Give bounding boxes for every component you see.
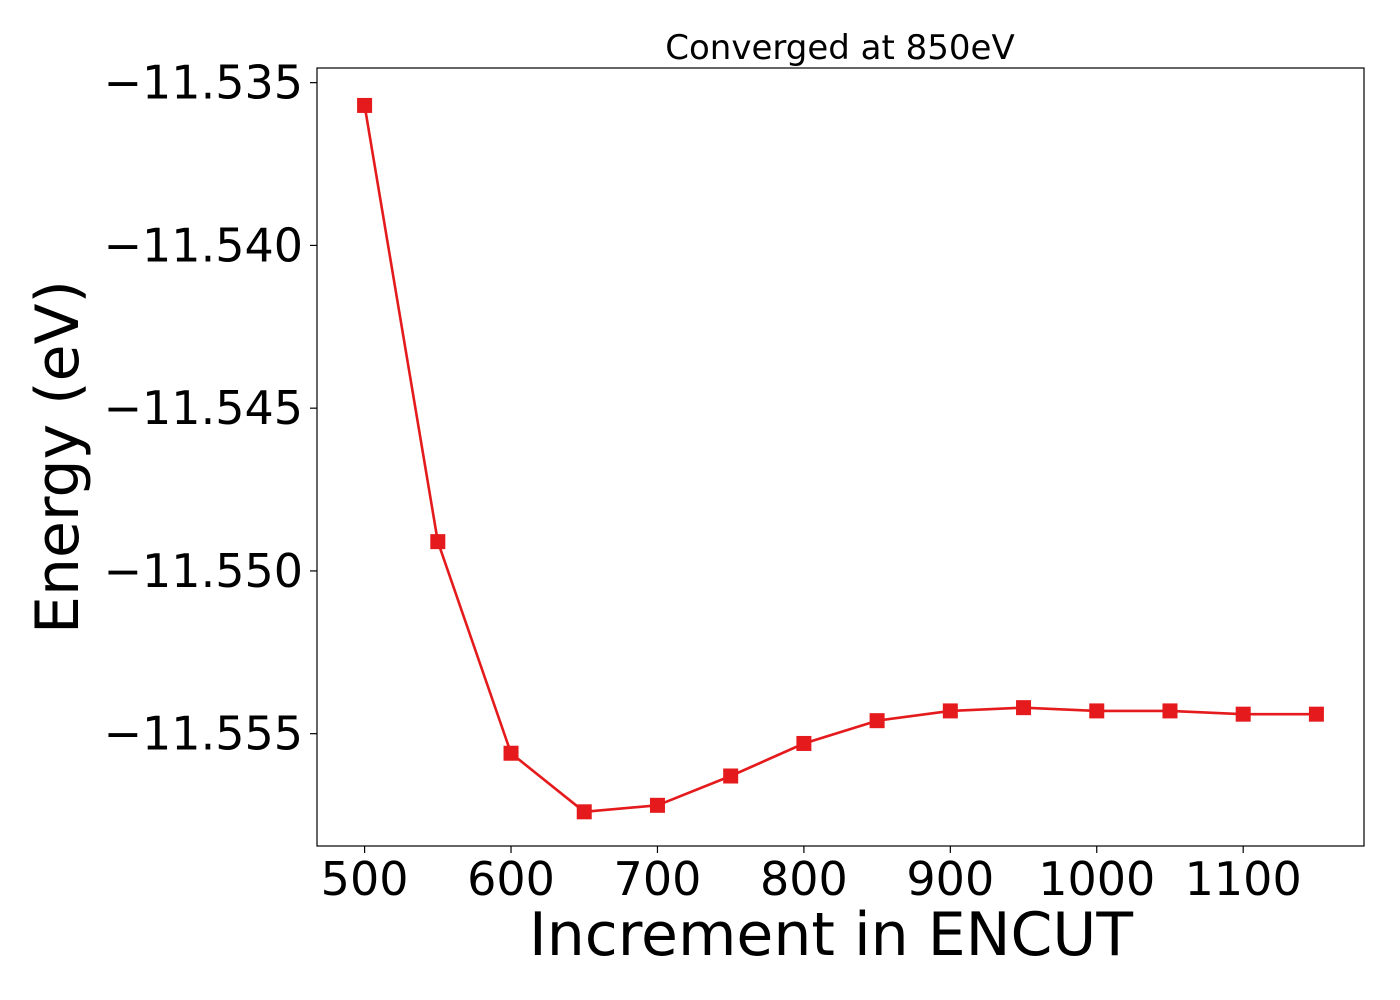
x-tick-label: 500: [321, 852, 409, 906]
x-tick-label: 800: [760, 852, 848, 906]
data-point-marker: [796, 735, 812, 751]
data-point-marker: [869, 713, 885, 729]
data-point-marker: [503, 745, 519, 761]
data-point-marker: [430, 534, 446, 550]
data-point-marker: [649, 797, 665, 813]
x-tick-label: 600: [467, 852, 555, 906]
data-point-marker: [1235, 706, 1251, 722]
data-point-marker: [1162, 703, 1178, 719]
data-point-marker: [357, 97, 373, 113]
x-tick-label: 900: [906, 852, 994, 906]
data-point-marker: [942, 703, 958, 719]
y-tick-label: −11.545: [104, 381, 304, 435]
y-tick-label: −11.550: [104, 544, 304, 598]
x-tick-label: 1100: [1185, 852, 1302, 906]
x-axis-ticks: 500 600 700 800 900 1000 1100: [321, 846, 1302, 906]
data-point-marker: [723, 768, 739, 784]
y-tick-label: −11.535: [104, 56, 304, 110]
y-tick-label: −11.540: [104, 218, 304, 272]
data-point-marker: [1089, 703, 1105, 719]
chart-title: Converged at 850eV: [665, 28, 1014, 68]
x-axis-label: Increment in ENCUT: [529, 900, 1133, 970]
x-tick-label: 700: [614, 852, 702, 906]
y-axis-label: Energy (eV): [23, 280, 93, 634]
y-axis-ticks: −11.535 −11.540 −11.545 −11.550 −11.555: [104, 56, 317, 761]
y-tick-label: −11.555: [104, 707, 304, 761]
series-line: [363, 105, 1317, 814]
data-point-marker: [576, 804, 592, 820]
plot-area-frame: [316, 67, 1365, 847]
data-point-marker: [1308, 706, 1324, 722]
data-point-marker: [1016, 700, 1032, 716]
series-layer: [357, 97, 1324, 820]
x-tick-label: 1000: [1038, 852, 1155, 906]
